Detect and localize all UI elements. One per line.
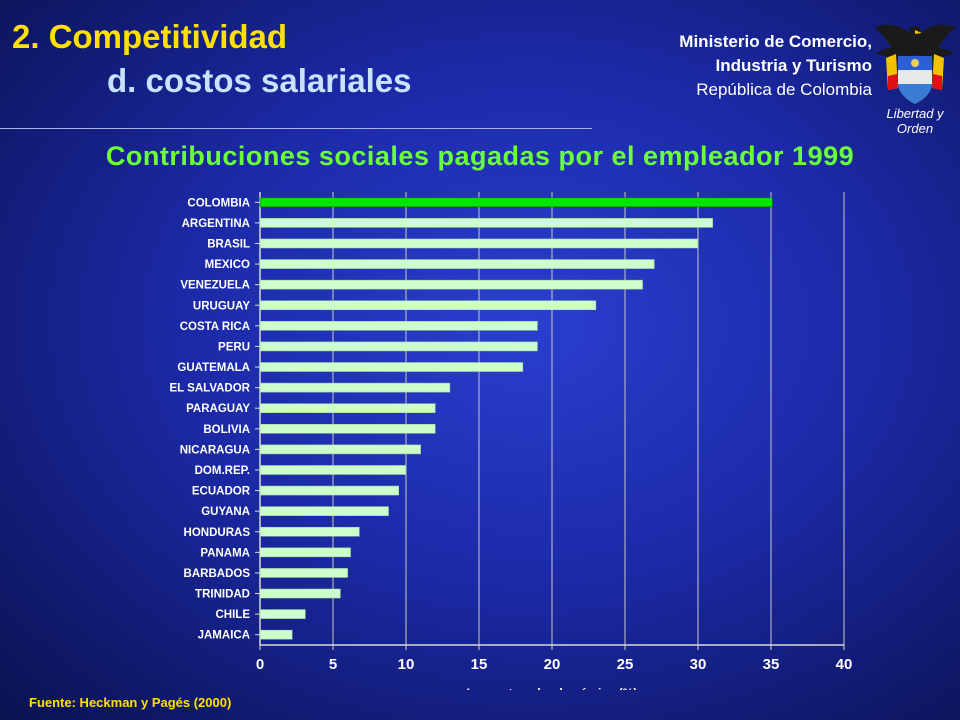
bar-chile [259, 609, 306, 619]
bar-guatemala [259, 362, 524, 372]
category-label: HONDURAS [184, 527, 251, 539]
x-tick-label: 15 [471, 656, 488, 673]
category-label: ARGENTINA [182, 218, 250, 230]
x-tick-label: 40 [836, 656, 853, 673]
category-label: BRASIL [207, 238, 250, 250]
source-note: Fuente: Heckman y Pagés (2000) [29, 695, 232, 710]
x-tick-label: 20 [544, 656, 561, 673]
bar-venezuela [259, 279, 643, 290]
bar-paraguay [259, 403, 436, 414]
bar-ecuador [259, 485, 399, 496]
category-label: URUGUAY [193, 300, 250, 312]
category-label: PERU [218, 341, 250, 353]
category-label: CHILE [216, 609, 251, 621]
category-label: PARAGUAY [186, 403, 250, 415]
bar-peru [259, 341, 538, 352]
category-label: ECUADOR [192, 486, 251, 498]
x-tick-label: 0 [256, 656, 264, 673]
bar-costa-rica [259, 321, 538, 331]
bar-nicaragua [259, 444, 421, 455]
category-label: MEXICO [205, 259, 250, 271]
subsection-title: d. costos salariales [107, 62, 412, 99]
bar-argentina [259, 218, 713, 228]
category-label: COSTA RICA [180, 321, 250, 333]
bar-uruguay [259, 300, 597, 311]
ministry-line-3: República de Colombia [696, 80, 872, 99]
category-label: GUATEMALA [177, 362, 250, 374]
bar-mexico [259, 259, 655, 269]
bar-dom-rep- [259, 465, 407, 475]
category-label: BARBADOS [184, 568, 251, 580]
coat-of-arms-icon [874, 24, 956, 105]
x-axis-label: Impuesto sobre la nómina (%) [467, 686, 638, 690]
bar-bolivia [259, 423, 436, 434]
bar-colombia [259, 197, 773, 208]
category-label: GUYANA [201, 506, 250, 518]
x-tick-label: 35 [763, 656, 780, 673]
category-label: NICARAGUA [180, 444, 250, 456]
category-label: VENEZUELA [180, 280, 250, 292]
bar-honduras [259, 526, 360, 537]
bar-panama [259, 547, 351, 558]
chart-title: Contribuciones sociales pagadas por el e… [105, 141, 855, 171]
bar-brasil [259, 238, 699, 249]
x-tick-label: 25 [617, 656, 634, 673]
category-label: BOLIVIA [203, 424, 250, 436]
category-label: TRINIDAD [195, 589, 250, 601]
bar-chart: COLOMBIA ARGENTINA BRASIL MEXICO VENEZUELA UR… [169, 192, 853, 690]
bar-el-salvador [259, 382, 451, 393]
bar-guyana [259, 506, 389, 516]
x-tick-label: 30 [690, 656, 707, 673]
category-label: PANAMA [200, 547, 250, 559]
category-label: EL SALVADOR [169, 383, 250, 395]
ministry-block: Ministerio de Comercio, Industria y Turi… [679, 30, 872, 102]
ministry-line-1: Ministerio de Comercio, [679, 32, 872, 51]
header-divider [0, 128, 592, 129]
x-tick-label: 5 [329, 656, 337, 673]
seal-caption: Libertad y Orden [886, 106, 944, 136]
section-title: 2. Competitividad [12, 18, 288, 55]
bar-barbados [259, 568, 348, 578]
bar-trinidad [259, 588, 341, 599]
ministry-line-2: Industria y Turismo [715, 56, 873, 75]
category-label: JAMAICA [198, 630, 250, 642]
bar-jamaica [259, 629, 293, 640]
x-tick-label: 10 [398, 656, 415, 673]
category-label: COLOMBIA [187, 197, 250, 209]
category-label: DOM.REP. [195, 465, 250, 477]
